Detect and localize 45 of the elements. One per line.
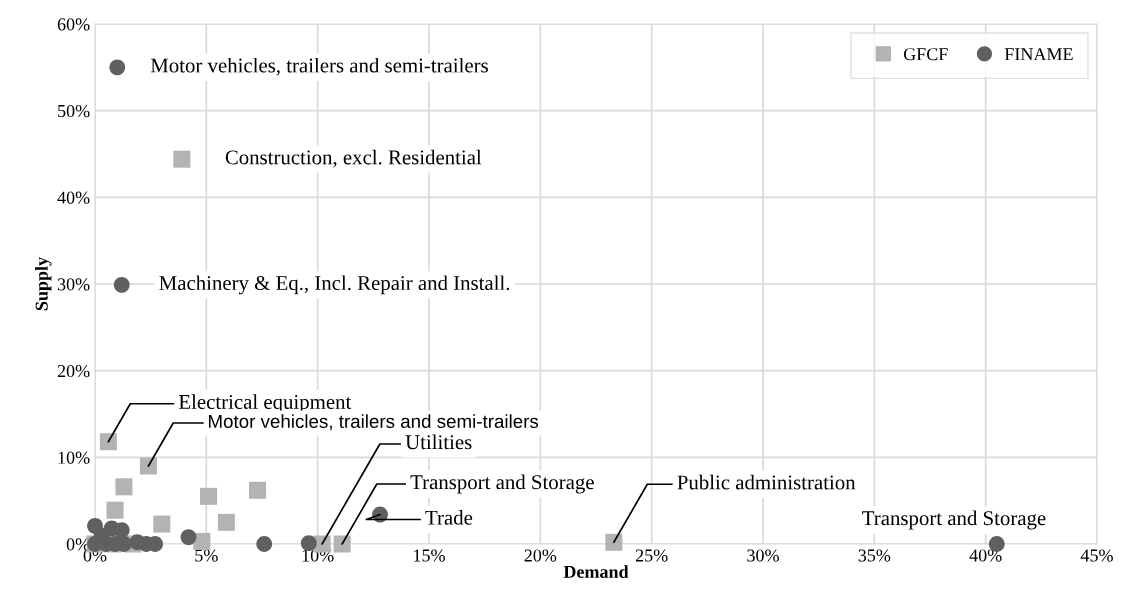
x-tick-label: 15% [414, 549, 445, 562]
point [180, 529, 197, 545]
point [200, 487, 218, 505]
point [217, 513, 235, 531]
y-tick-label: 40% [57, 191, 90, 204]
y-tick-label: 20% [57, 364, 90, 378]
x-tick-label: 25% [635, 549, 668, 562]
legend-label: FINAME [1004, 48, 1073, 61]
y-tick-label: 50% [58, 104, 90, 118]
x-axis-title: Demand [563, 565, 629, 578]
point [109, 59, 126, 76]
x-tick-label: 45% [1080, 549, 1113, 562]
x-tick-label: 35% [858, 549, 891, 562]
point [249, 481, 267, 499]
annotation: Utilities [405, 434, 472, 450]
annotation: Public administration [677, 474, 856, 490]
point [106, 501, 124, 519]
x-tick-label: 20% [524, 549, 557, 562]
annotation: Transport and Storage [410, 474, 594, 494]
annotation: Construction, excl. Residential [225, 149, 482, 168]
x-tick-label: 40% [969, 549, 1002, 562]
point [333, 535, 351, 553]
point [256, 536, 273, 552]
y-tick-label: 10% [58, 451, 90, 464]
point [139, 457, 157, 475]
x-tick-label: 5% [195, 549, 218, 562]
point [153, 515, 171, 533]
x-tick-label: 30% [747, 549, 779, 562]
point [173, 150, 191, 168]
point [115, 478, 133, 496]
point [193, 532, 211, 550]
y-tick-label: 30% [57, 278, 90, 291]
annotation: Motor vehicles, trailers and semi-trailers [150, 57, 488, 76]
point [113, 522, 130, 539]
annotation: Motor vehicles, trailers and semi-trailers [208, 414, 539, 431]
point [605, 533, 623, 551]
point [113, 276, 130, 293]
point [99, 433, 117, 451]
annotation: Machinery & Eq., Incl. Repair and Install. [159, 275, 510, 295]
legend-label: GFCF [903, 48, 948, 61]
annotation: Transport and Storage [862, 510, 1046, 530]
y-tick-label: 60% [57, 18, 90, 31]
y-axis-title: Supply [35, 257, 52, 311]
annotation: Trade [425, 510, 473, 525]
annotation: Electrical equipment [178, 394, 352, 414]
